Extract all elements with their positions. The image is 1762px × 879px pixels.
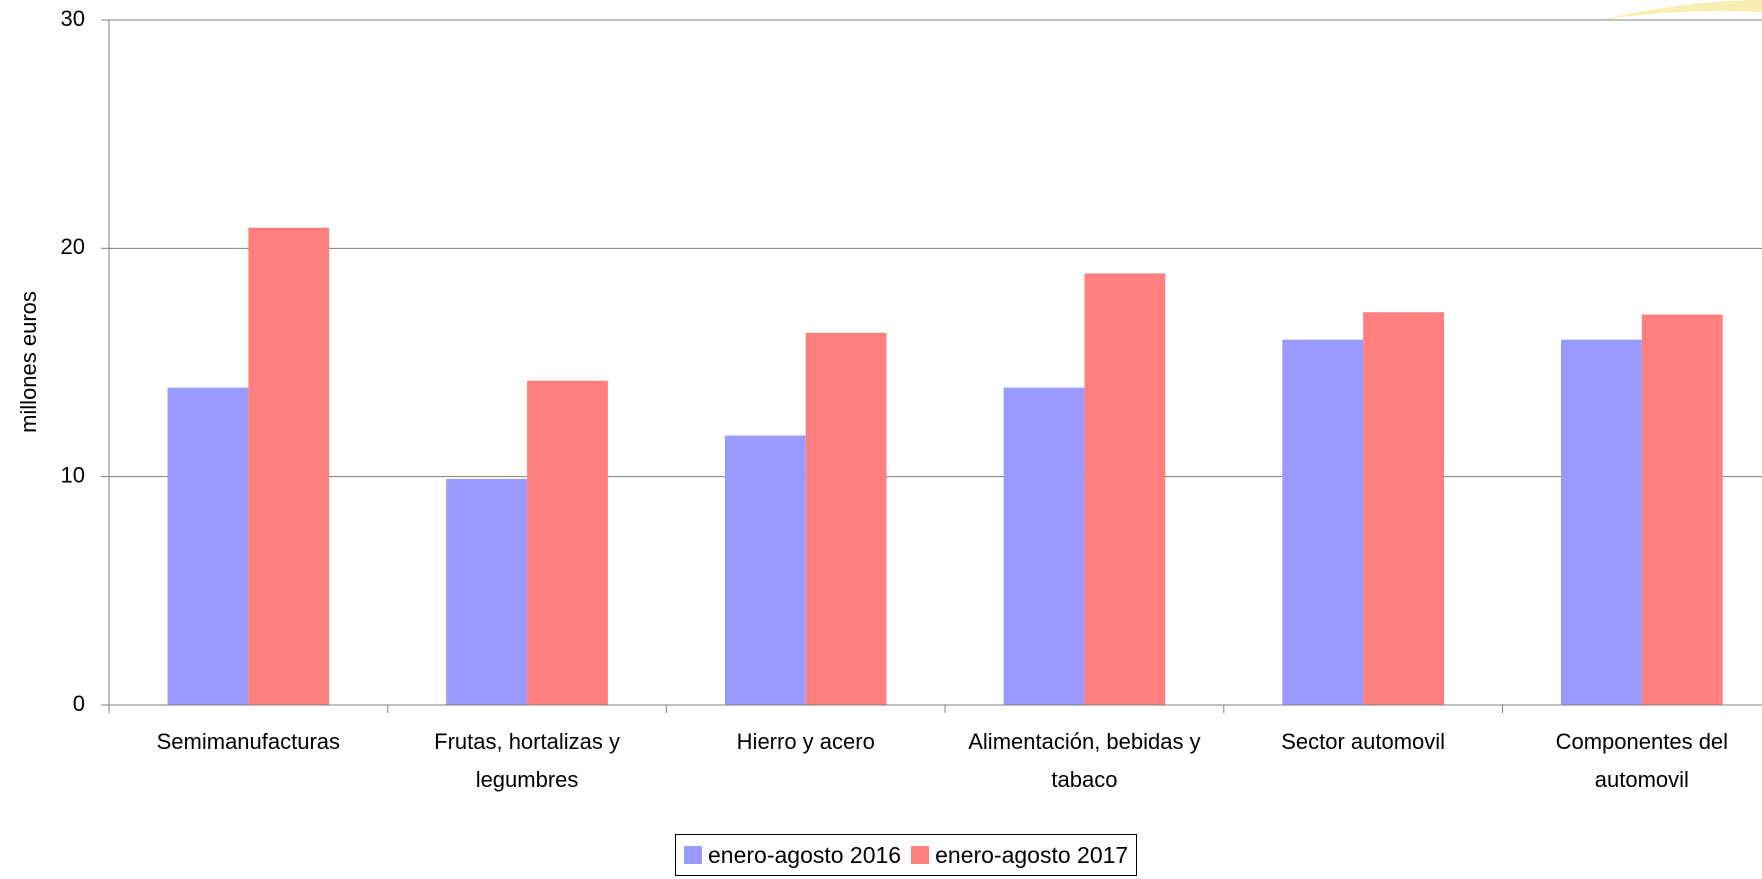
legend-swatch xyxy=(911,846,930,864)
bar xyxy=(1641,314,1723,705)
x-tick-label: Alimentación, bebidas y tabaco xyxy=(968,729,1201,792)
legend-swatch xyxy=(684,846,702,864)
bar xyxy=(1561,339,1642,705)
legend-item: enero-agosto 2017 xyxy=(911,842,1128,869)
bar xyxy=(1363,312,1444,705)
decoration xyxy=(1600,0,1762,20)
bar xyxy=(1084,273,1166,705)
x-tick-label: Sector automovil xyxy=(1281,729,1446,754)
x-tick-label: Semimanufacturas xyxy=(156,729,341,754)
bar xyxy=(527,380,608,705)
bar xyxy=(1003,387,1085,705)
y-tick-label: 30 xyxy=(61,6,85,31)
bar xyxy=(248,227,330,706)
x-tick-label: Frutas, hortalizas y legumbres xyxy=(434,729,620,792)
legend-label: enero-agosto 2016 xyxy=(708,841,902,868)
legend-label: enero-agosto 2017 xyxy=(935,841,1129,868)
x-tick-label: Componentes del automovil xyxy=(1555,729,1729,792)
bar xyxy=(167,387,249,705)
legend: enero-agosto 2016 enero-agosto 2017 xyxy=(675,834,1138,876)
bar xyxy=(805,332,887,705)
x-tick-label: Hierro y acero xyxy=(736,729,875,754)
y-tick-label: 20 xyxy=(61,234,85,259)
bar xyxy=(1282,339,1364,705)
bar xyxy=(724,435,806,705)
bar xyxy=(446,478,528,705)
y-axis-label: millones euros xyxy=(16,291,41,433)
y-tick-label: 10 xyxy=(61,462,85,487)
legend-item: enero-agosto 2016 xyxy=(684,842,901,869)
y-tick-label: 0 xyxy=(73,691,85,716)
